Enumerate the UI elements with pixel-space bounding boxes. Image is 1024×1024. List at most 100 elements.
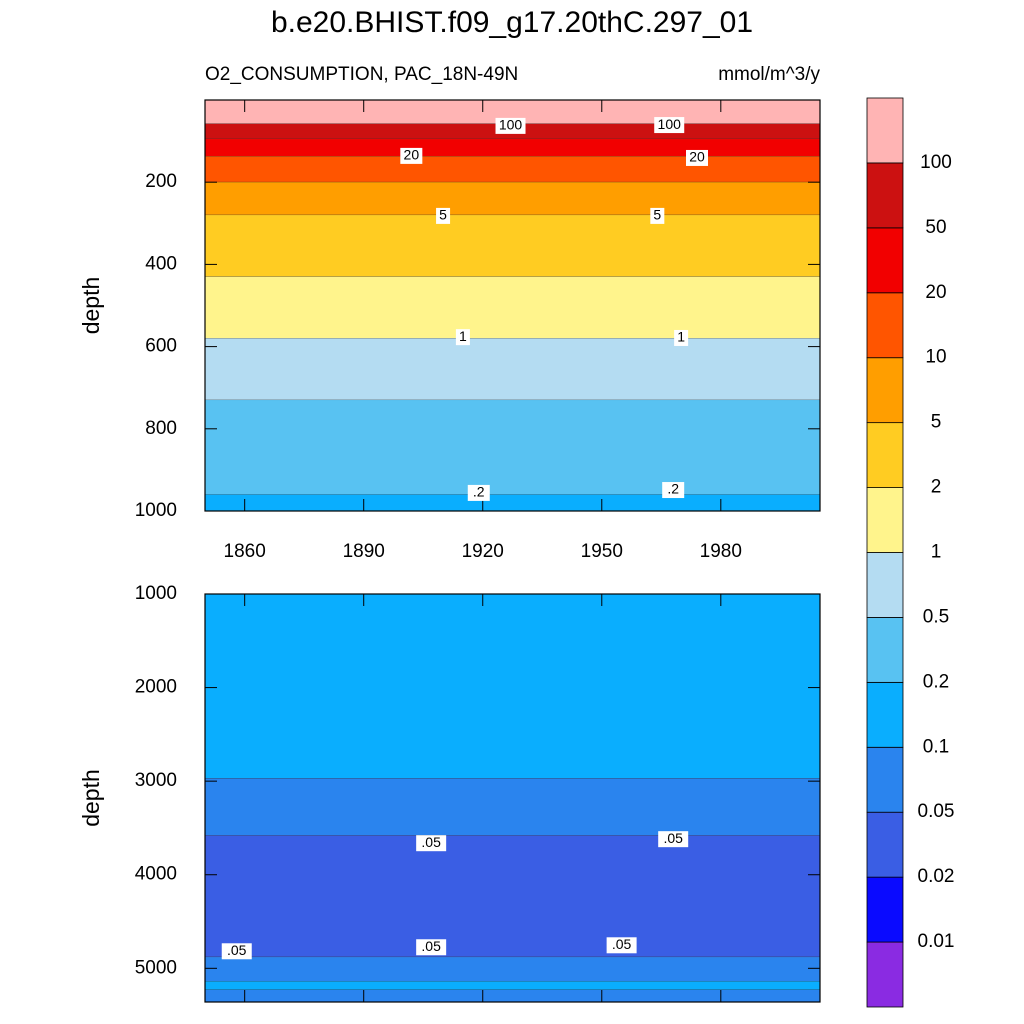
x-tick-label: 1980 — [700, 541, 742, 562]
contour-label-box — [495, 117, 526, 134]
contour-label-box — [436, 207, 451, 224]
contour-label-text: .05 — [421, 834, 441, 850]
contour-label-box — [650, 207, 665, 224]
y-axis-label: depth — [78, 277, 104, 335]
contour-label: .05 — [221, 942, 252, 960]
colorbar-box — [866, 357, 904, 424]
colorbar-box — [866, 681, 904, 748]
contour-label-text: 100 — [658, 116, 682, 132]
colorbar-box — [866, 97, 904, 164]
colorbar-label: 0.02 — [918, 866, 955, 887]
colorbar-box — [866, 162, 904, 229]
contour-band — [205, 182, 820, 216]
contour-label-box — [662, 482, 685, 499]
colorbar-label: 0.01 — [918, 931, 955, 952]
contour-label: .05 — [416, 938, 447, 956]
contour-label-text: 20 — [689, 149, 705, 165]
subtitle-right: mmol/m^3/y — [718, 64, 820, 85]
colorbar-box — [866, 941, 904, 1008]
x-tick-label: 1950 — [581, 541, 623, 562]
contour-label: .2 — [467, 484, 490, 501]
contour-band — [205, 778, 820, 836]
contour-label-text: .2 — [667, 481, 679, 497]
contour-label-box — [416, 939, 447, 956]
colorbar-label: 0.05 — [918, 801, 955, 822]
colorbar-box — [866, 227, 904, 294]
contour-label-text: .05 — [663, 830, 683, 846]
colorbar-box — [866, 617, 904, 683]
plot-frame — [204, 593, 821, 1003]
contour-label-text: .2 — [473, 484, 485, 500]
contour-label: 100 — [654, 116, 685, 134]
contour-label: .05 — [416, 834, 447, 852]
colorbar-label: 20 — [925, 282, 946, 303]
contour-label-text: 5 — [653, 207, 661, 223]
colorbar-box — [866, 487, 904, 553]
colorbar-label: 5 — [931, 412, 942, 433]
colorbar-label: 0.5 — [923, 606, 949, 627]
contour-band — [205, 594, 820, 779]
title: b.e20.BHIST.f09_g17.20thC.297_01 — [271, 6, 753, 39]
contour-label-box — [455, 329, 470, 346]
contour-label-box — [654, 117, 685, 134]
contour-label-text: 1 — [459, 328, 467, 344]
x-tick-label: 1890 — [343, 541, 385, 562]
colorbar-label: 10 — [925, 347, 946, 368]
contour-label-box — [606, 937, 637, 954]
y-tick-label: 4000 — [135, 864, 177, 885]
y-tick-label: 3000 — [135, 770, 177, 791]
colorbar-box — [866, 876, 904, 943]
colorbar-label: 0.1 — [923, 736, 949, 757]
colorbar-box — [866, 811, 904, 878]
y-tick-label: 200 — [145, 171, 177, 192]
colorbar-label: 1 — [931, 542, 942, 563]
contour-label: 20 — [686, 149, 708, 166]
colorbar-box — [866, 292, 904, 359]
contour-label-box — [221, 943, 252, 960]
contour-band — [205, 139, 820, 157]
contour-label-text: .05 — [227, 942, 247, 958]
colorbar-label: 50 — [925, 217, 946, 238]
colorbar-box — [866, 552, 904, 618]
contour-label: 20 — [400, 147, 423, 164]
colorbar-label: 100 — [920, 152, 952, 173]
contour-label-text: 100 — [499, 117, 523, 133]
contour-band — [205, 215, 820, 277]
contour-label-text: .05 — [421, 938, 441, 954]
y-tick-label: 600 — [145, 336, 177, 357]
colorbar-label: 2 — [931, 477, 942, 498]
colorbar-box — [866, 746, 904, 813]
y-axis-label: depth — [78, 769, 104, 827]
contour-band — [205, 276, 820, 339]
contour-band — [205, 338, 820, 401]
contour-band — [205, 835, 820, 958]
x-tick-label: 1920 — [462, 541, 504, 562]
contour-band — [205, 989, 820, 1002]
contour-label: 5 — [650, 207, 665, 224]
contour-label-box — [416, 835, 447, 852]
contour-band — [205, 400, 820, 495]
contour-label-text: 20 — [404, 147, 420, 163]
y-tick-label: 1000 — [135, 583, 177, 604]
colorbar-label: 0.2 — [923, 671, 949, 692]
subtitle-left: O2_CONSUMPTION, PAC_18N-49N — [205, 64, 518, 85]
contour-band — [205, 156, 820, 183]
y-tick-label: 1000 — [135, 500, 177, 521]
contour-label-box — [467, 484, 490, 501]
contour-band — [205, 957, 820, 982]
contour-label: 1 — [674, 329, 689, 346]
contour-label-box — [658, 831, 689, 848]
contour-label: .05 — [658, 830, 689, 848]
contour-label: .2 — [662, 481, 685, 499]
y-tick-label: 800 — [145, 418, 177, 439]
contour-label: 1 — [455, 328, 470, 346]
contour-band — [205, 981, 820, 990]
x-tick-label: 1860 — [224, 541, 266, 562]
contour-label-text: 5 — [439, 207, 447, 223]
contour-label-box — [400, 147, 423, 164]
contour-band — [205, 494, 820, 511]
contour-label-box — [686, 149, 708, 166]
contour-label: .05 — [606, 936, 637, 954]
contour-label-box — [674, 329, 689, 346]
